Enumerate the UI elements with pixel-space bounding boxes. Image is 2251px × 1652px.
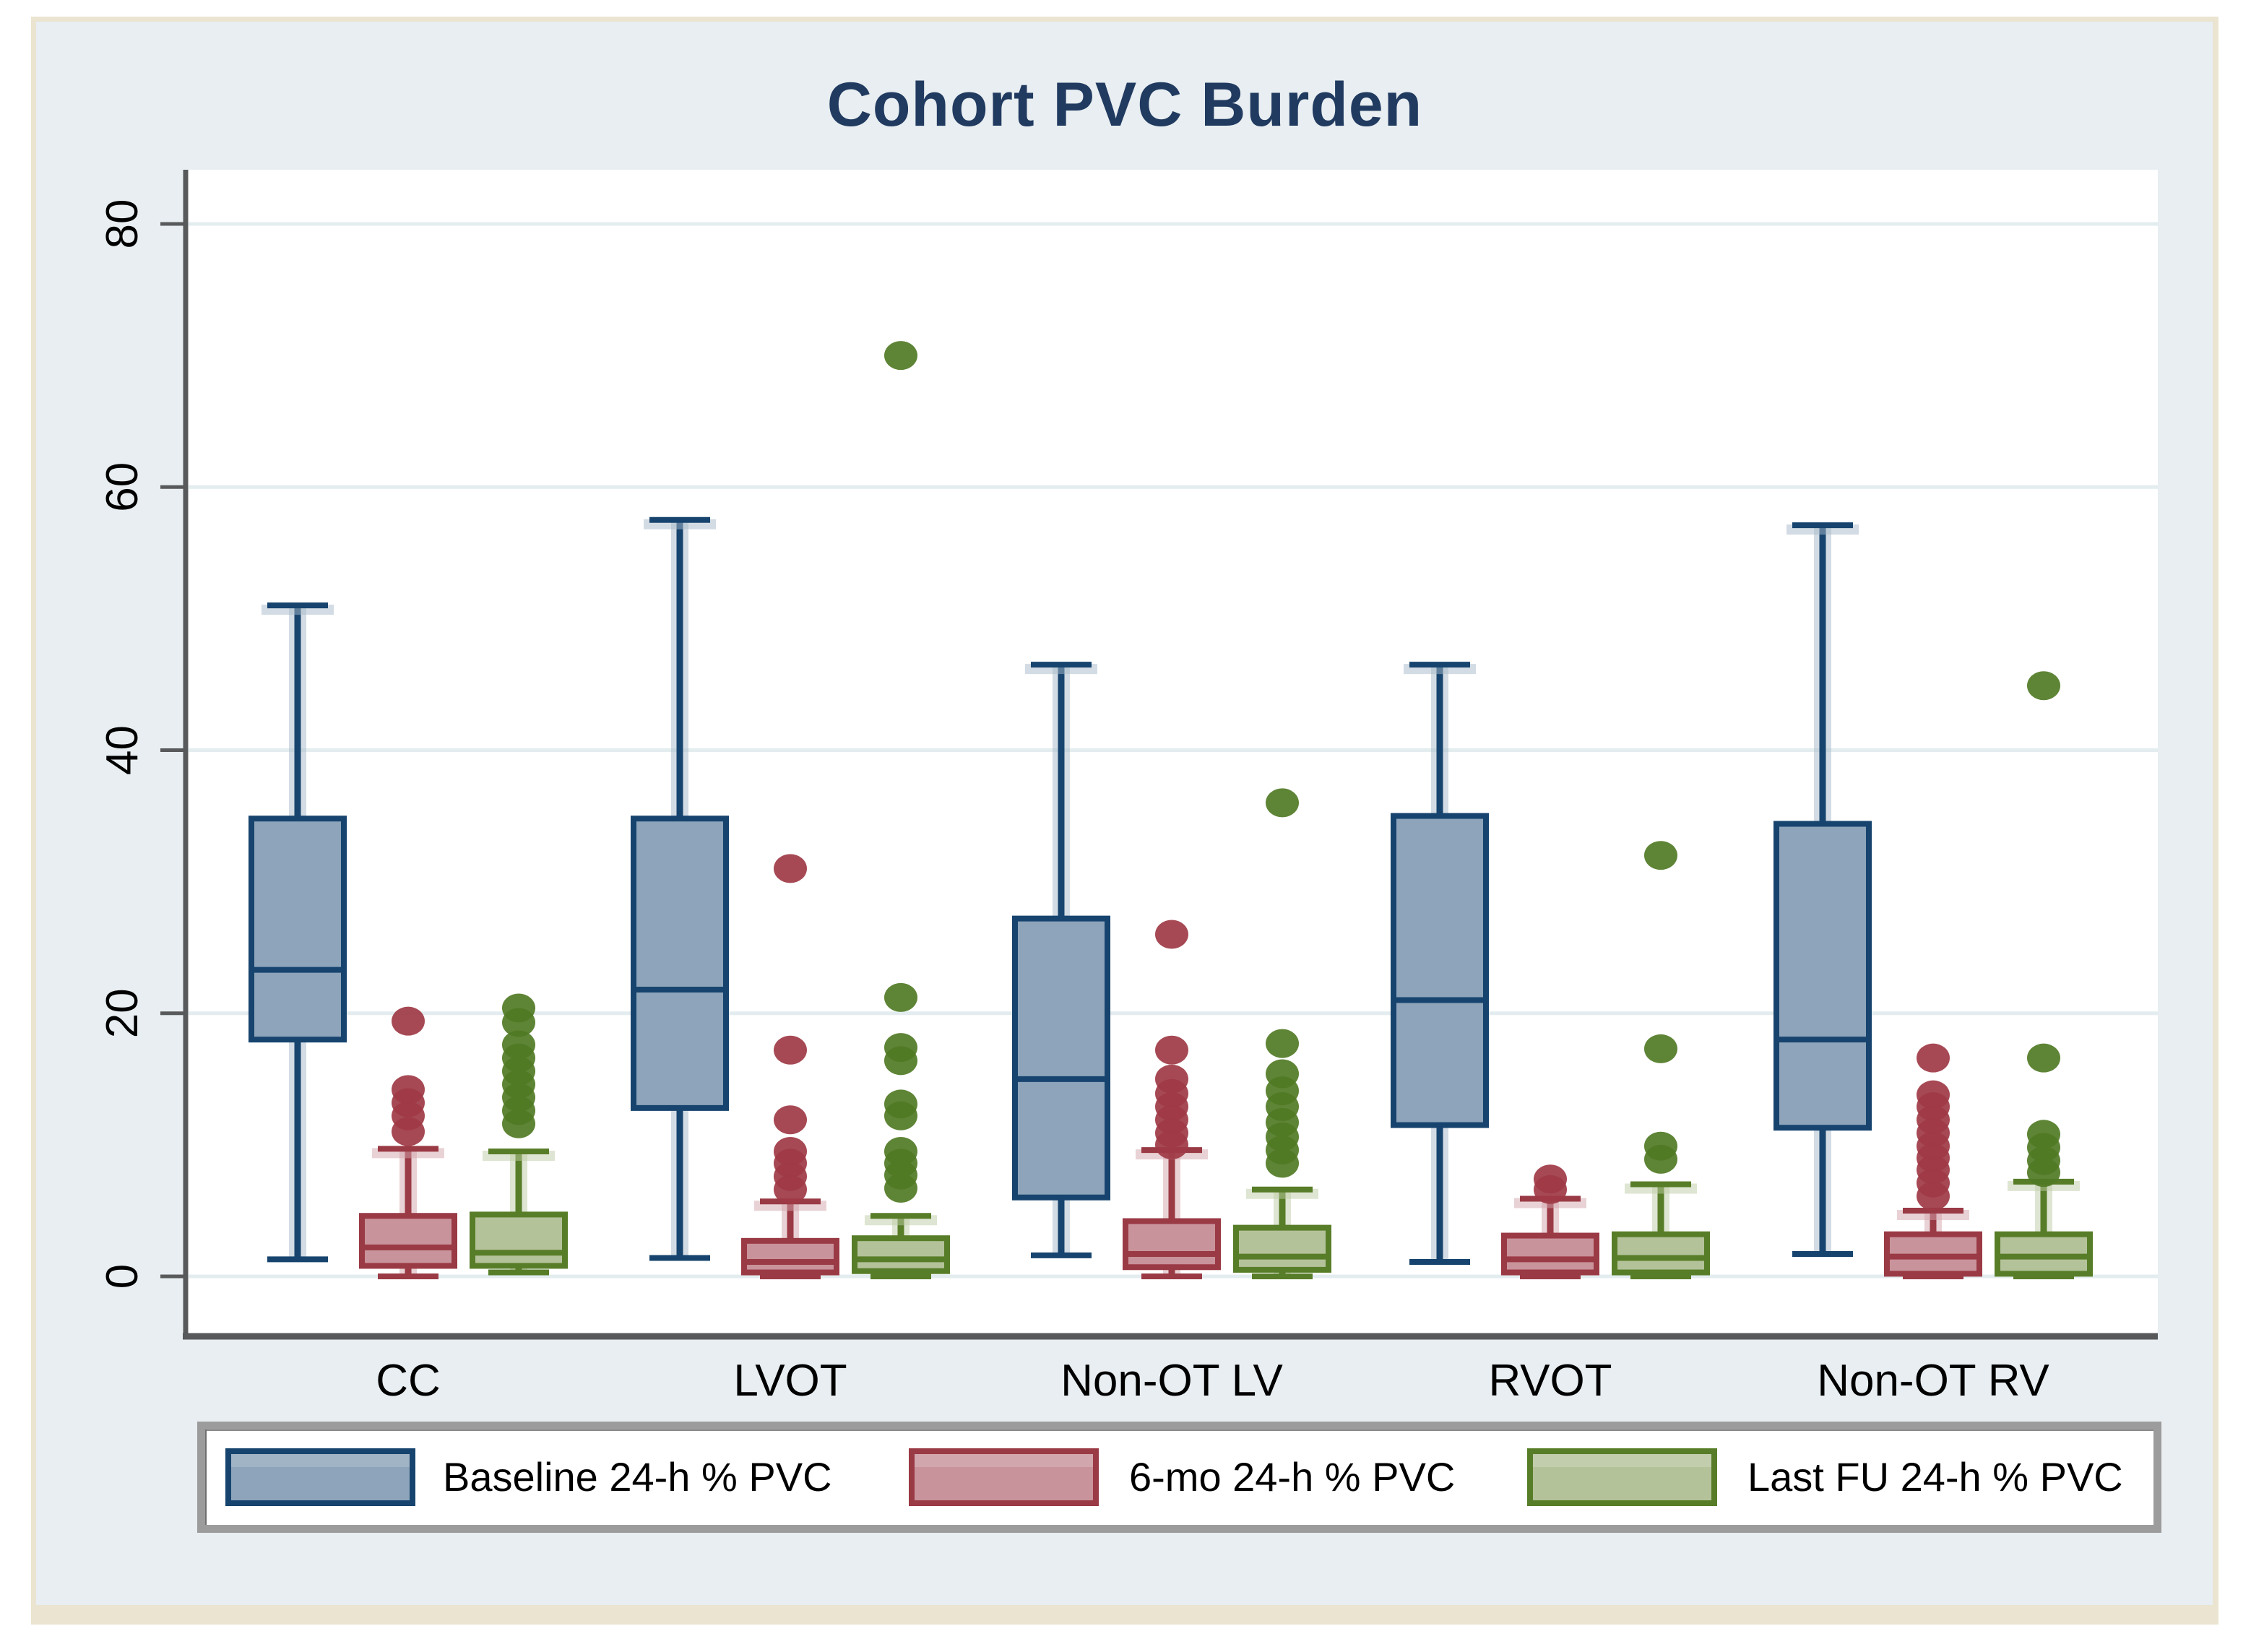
box-last-fu-24-h-pvc-non-ot-lv <box>1233 1224 1331 1273</box>
outlier-last-fu-24-h-pvc-non-ot-lv-2 <box>1266 1029 1299 1058</box>
outlier-last-fu-24-h-pvc-rvot-4 <box>1644 1144 1677 1174</box>
box-baseline-24-h-pvc-lvot <box>631 816 729 1111</box>
outlier-last-fu-24-h-pvc-non-ot-rv-1 <box>2027 671 2060 701</box>
outlier-6-mo-24-h-pvc-rvot-2 <box>1534 1175 1567 1204</box>
outlier-6-mo-24-h-pvc-cc-1 <box>392 1006 425 1036</box>
outlier-6-mo-24-h-pvc-lvot-3 <box>774 1105 807 1135</box>
box-last-fu-24-h-pvc-cc <box>470 1211 568 1269</box>
box-last-fu-24-h-pvc-lvot <box>852 1235 950 1274</box>
outlier-last-fu-24-h-pvc-non-ot-rv-2 <box>2027 1043 2060 1073</box>
outlier-last-fu-24-h-pvc-lvot-4 <box>884 1046 917 1076</box>
outlier-6-mo-24-h-pvc-non-ot-rv-1 <box>1917 1043 1950 1073</box>
y-tick-label-0: 0 <box>98 1264 147 1289</box>
box-last-fu-24-h-pvc-rvot <box>1612 1231 1710 1276</box>
outlier-last-fu-24-h-pvc-rvot-2 <box>1644 1034 1677 1063</box>
y-tick-label-20: 20 <box>98 988 147 1038</box>
box-6-mo-24-h-pvc-non-ot-lv <box>1123 1218 1221 1271</box>
outlier-6-mo-24-h-pvc-lvot-7 <box>774 1175 807 1204</box>
outlier-last-fu-24-h-pvc-non-ot-lv-9 <box>1266 1149 1299 1178</box>
outlier-6-mo-24-h-pvc-non-ot-lv-1 <box>1155 920 1188 949</box>
box-baseline-24-h-pvc-rvot <box>1391 813 1489 1128</box>
outlier-6-mo-24-h-pvc-non-ot-lv-8 <box>1155 1130 1188 1159</box>
box-baseline-24-h-pvc-cc <box>249 816 347 1043</box>
legend-label-lastfu: Last FU 24-h % PVC <box>1747 1454 2123 1500</box>
outlier-last-fu-24-h-pvc-non-ot-rv-6 <box>2027 1158 2060 1188</box>
outlier-6-mo-24-h-pvc-lvot-1 <box>774 854 807 883</box>
outlier-6-mo-24-h-pvc-non-ot-lv-2 <box>1155 1035 1188 1065</box>
x-category-label-1: CC <box>376 1356 441 1406</box>
legend-label-baseline: Baseline 24-h % PVC <box>443 1454 832 1500</box>
outlier-last-fu-24-h-pvc-lvot-2 <box>884 982 917 1012</box>
swatch-sheen <box>231 1454 410 1467</box>
chart-title: Cohort PVC Burden <box>826 70 1423 139</box>
box-6-mo-24-h-pvc-cc <box>359 1213 457 1269</box>
outlier-last-fu-24-h-pvc-lvot-6 <box>884 1101 917 1130</box>
outlier-6-mo-24-h-pvc-lvot-2 <box>774 1035 807 1065</box>
outlier-last-fu-24-h-pvc-cc-2 <box>502 1008 535 1037</box>
box-6-mo-24-h-pvc-rvot <box>1501 1232 1599 1276</box>
legend-swatch-6mo <box>909 1448 1099 1506</box>
legend-swatch-baseline <box>225 1448 415 1506</box>
outlier-6-mo-24-h-pvc-cc-5 <box>392 1117 425 1146</box>
x-category-label-5: Non-OT RV <box>1817 1356 2049 1406</box>
y-tick-label-40: 40 <box>98 725 147 775</box>
swatch-sheen <box>1533 1454 1711 1467</box>
legend-swatch-lastfu <box>1527 1448 1717 1506</box>
swatch-sheen <box>915 1454 1093 1467</box>
y-tick-label-60: 60 <box>98 462 147 512</box>
outlier-last-fu-24-h-pvc-non-ot-lv-1 <box>1266 788 1299 818</box>
outlier-last-fu-24-h-pvc-cc-9 <box>502 1109 535 1138</box>
x-category-label-3: Non-OT LV <box>1060 1356 1283 1406</box>
y-tick-label-80: 80 <box>98 199 147 249</box>
legend-label-6mo: 6-mo 24-h % PVC <box>1129 1454 1456 1500</box>
box-baseline-24-h-pvc-non-ot-lv <box>1012 915 1110 1201</box>
outlier-last-fu-24-h-pvc-lvot-1 <box>884 341 917 371</box>
legend-box: Baseline 24-h % PVC 6-mo 24-h % PVC Last… <box>197 1422 2161 1533</box>
box-6-mo-24-h-pvc-lvot <box>741 1237 839 1276</box>
x-category-label-2: LVOT <box>733 1356 847 1406</box>
outlier-last-fu-24-h-pvc-lvot-10 <box>884 1173 917 1203</box>
x-category-label-4: RVOT <box>1488 1356 1612 1406</box>
box-baseline-24-h-pvc-non-ot-rv <box>1773 821 1872 1131</box>
outlier-last-fu-24-h-pvc-rvot-1 <box>1644 841 1677 870</box>
outlier-6-mo-24-h-pvc-non-ot-rv-10 <box>1917 1181 1950 1211</box>
